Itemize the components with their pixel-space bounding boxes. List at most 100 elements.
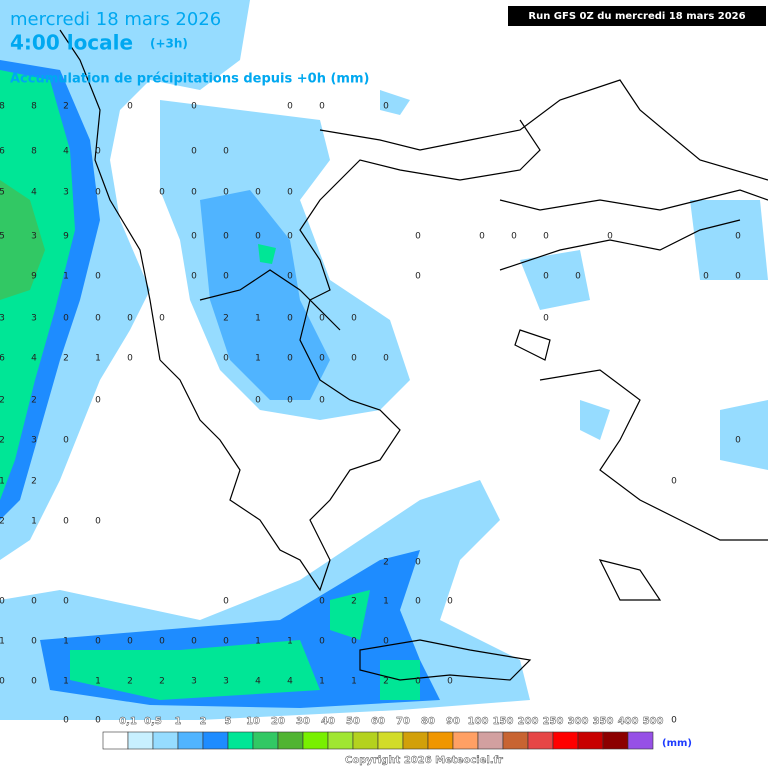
grid-value: 0 (415, 558, 421, 568)
legend-swatch (302, 731, 329, 750)
border (319, 79, 768, 181)
grid-value: 0 (703, 272, 709, 282)
grid-value: 0 (223, 597, 229, 607)
grid-value: 1 (95, 354, 101, 364)
grid-value: 2 (0, 517, 5, 527)
coastline (359, 639, 532, 681)
legend-label: 200 (518, 716, 539, 727)
grid-value: 0 (735, 272, 741, 282)
legend-label: 0,5 (144, 716, 162, 727)
grid-value: 0 (191, 232, 197, 242)
legend: 0,1 0,5 1 2 5 10 20 30 40 50 60 70 80 90 100 150 200 250 3… (102, 716, 664, 750)
offset: (+3h) (150, 37, 188, 51)
legend-swatch (202, 731, 229, 750)
grid-value: 0 (127, 354, 133, 364)
legend-swatch (502, 731, 529, 750)
grid-value: 0 (223, 354, 229, 364)
legend-label: 100 (468, 716, 489, 727)
grid-value: 0 (63, 436, 69, 446)
grid-value: 0 (31, 637, 37, 647)
legend-swatch (577, 731, 604, 750)
grid-value: 0 (287, 354, 293, 364)
grid-value: 6 (0, 147, 5, 157)
grid-value: 0 (287, 272, 293, 282)
precip-area (720, 400, 768, 470)
grid-value: 4 (31, 354, 37, 364)
grid-value: 0 (63, 716, 69, 726)
legend-swatch (527, 731, 554, 750)
grid-value: 3 (31, 314, 37, 324)
grid-value: 4 (63, 147, 69, 157)
grid-value: 0 (95, 314, 101, 324)
grid-value: 2 (351, 597, 357, 607)
grid-value: 0 (287, 102, 293, 112)
grid-value: 4 (255, 677, 261, 687)
grid-value: 0 (287, 314, 293, 324)
legend-label: 1 (175, 716, 182, 727)
grid-value: 2 (0, 436, 5, 446)
grid-value: 0 (415, 597, 421, 607)
grid-value: 1 (255, 314, 261, 324)
grid-value: 0 (575, 272, 581, 282)
grid-value: 0 (287, 188, 293, 198)
grid-value: 0 (95, 716, 101, 726)
grid-value: 0 (191, 188, 197, 198)
grid-value: 2 (127, 677, 133, 687)
grid-value: 0 (415, 272, 421, 282)
grid-value: 9 (31, 272, 37, 282)
grid-value: 0 (319, 314, 325, 324)
grid-value: 5 (0, 188, 5, 198)
precip-area (380, 90, 410, 115)
grid-value: 3 (191, 677, 197, 687)
border (199, 269, 341, 331)
grid-value: 3 (63, 188, 69, 198)
coastline (539, 369, 768, 541)
legend-swatch (427, 731, 454, 750)
legend-label: 350 (593, 716, 614, 727)
grid-value: 0 (191, 147, 197, 157)
legend-swatch (552, 731, 579, 750)
grid-value: 8 (31, 102, 37, 112)
coastlines (59, 29, 768, 681)
grid-value: 2 (31, 477, 37, 487)
grid-value: 0 (95, 188, 101, 198)
legend-swatch (177, 731, 204, 750)
coastline (598, 559, 662, 601)
precip-area (520, 250, 590, 310)
legend-label: 250 (543, 716, 564, 727)
grid-value: 0 (95, 396, 101, 406)
grid-value: 5 (0, 232, 5, 242)
precip-area (200, 190, 330, 400)
grid-value: 0 (415, 232, 421, 242)
grid-value: 4 (31, 188, 37, 198)
grid-value: 0 (223, 188, 229, 198)
grid-values: 8 8 2 0 0 0 0 06 8 4 0 0 05 4 3 0 0 0 0 0 05 3 9 0 0 0 0 0 0 0 0 0 09 1 0 0… (0, 102, 741, 726)
grid-value: 0 (447, 597, 453, 607)
coastline (59, 29, 161, 361)
grid-value: 0 (479, 232, 485, 242)
grid-value: 3 (31, 436, 37, 446)
precip-area (0, 180, 45, 300)
grid-value: 1 (0, 637, 5, 647)
grid-value: 1 (63, 677, 69, 687)
grid-value: 2 (63, 102, 69, 112)
grid-value: 6 (0, 354, 5, 364)
legend-swatch (377, 731, 404, 750)
legend-swatch (102, 731, 129, 750)
grid-value: 0 (607, 232, 613, 242)
legend-swatch (327, 731, 354, 750)
grid-value: 0 (191, 272, 197, 282)
legend-unit: (mm) (662, 738, 692, 749)
grid-value: 3 (0, 314, 5, 324)
coastline (159, 119, 541, 592)
title: mercredi 18 mars 2026 (10, 9, 221, 30)
run-label: Run GFS 0Z du mercredi 18 mars 2026 (528, 11, 745, 22)
legend-swatch (352, 731, 379, 750)
legend-swatch (127, 731, 154, 750)
legend-label: 90 (446, 716, 460, 727)
grid-value: 0 (735, 232, 741, 242)
grid-value: 0 (383, 102, 389, 112)
grid-value: 0 (351, 314, 357, 324)
grid-value: 0 (159, 637, 165, 647)
